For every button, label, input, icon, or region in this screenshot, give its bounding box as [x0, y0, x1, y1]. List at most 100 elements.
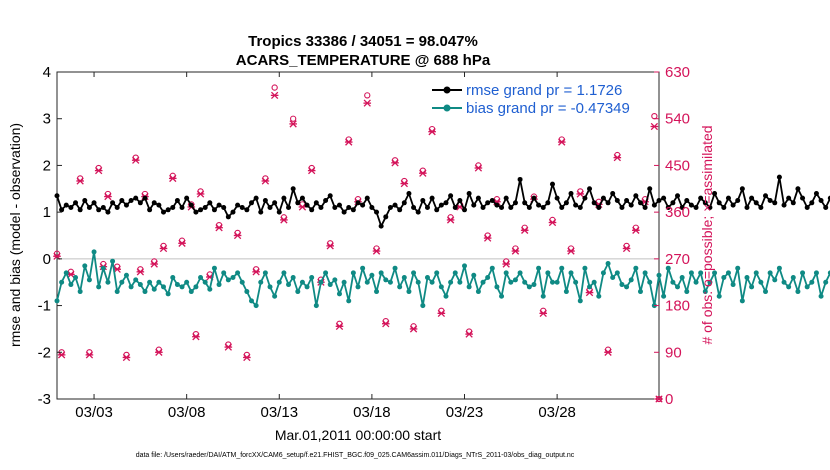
- obs-assimilated-point: [548, 218, 557, 227]
- bias-point: [54, 298, 60, 304]
- bias-point: [698, 270, 704, 276]
- rmse-point: [628, 202, 634, 208]
- obs-assimilated-point: [76, 177, 84, 185]
- obs-assimilated-point: [168, 174, 177, 183]
- rmse-point: [485, 200, 491, 206]
- bias-point: [346, 298, 352, 304]
- rmse-point: [600, 195, 606, 201]
- rmse-point: [494, 202, 500, 208]
- bias-point: [96, 284, 102, 290]
- y-left-tick-label: 0: [43, 251, 51, 268]
- rmse-point: [86, 204, 92, 210]
- y-right-tick-label: 540: [665, 111, 690, 128]
- rmse-point: [105, 209, 111, 215]
- rmse-point: [605, 200, 611, 206]
- bias-point: [605, 261, 611, 267]
- bias-point: [823, 279, 829, 285]
- rmse-point: [304, 202, 310, 208]
- obs-assimilated-point: [613, 153, 622, 162]
- bias-point: [665, 265, 671, 271]
- rmse-point: [651, 202, 657, 208]
- bias-point: [452, 270, 458, 276]
- rmse-point: [684, 197, 690, 203]
- rmse-point: [77, 207, 83, 213]
- obs-assimilated-point: [196, 190, 205, 198]
- bias-point: [147, 279, 153, 285]
- rmse-point: [545, 200, 551, 206]
- bias-point: [540, 293, 546, 299]
- bias-point: [161, 284, 167, 290]
- rmse-point: [147, 207, 153, 213]
- rmse-point: [744, 204, 750, 210]
- rmse-point: [100, 204, 106, 210]
- bias-point: [327, 282, 333, 288]
- bias-point: [642, 270, 648, 276]
- rmse-point: [179, 204, 185, 210]
- rmse-point: [438, 202, 444, 208]
- data-file-footer: data file: /Users/raeder/DAI/ATM_forcXX/…: [136, 452, 575, 459]
- bias-point: [170, 275, 176, 281]
- bias-point: [128, 284, 134, 290]
- bias-point: [188, 289, 194, 295]
- bias-point: [156, 279, 162, 285]
- y-axis-right-ticks: 0 90 180 270 360 450 540 630: [654, 64, 690, 408]
- bias-point: [763, 289, 769, 295]
- bias-point: [809, 279, 815, 285]
- obs-assimilated-point: [104, 192, 112, 201]
- rmse-point: [350, 207, 356, 213]
- bias-point: [198, 275, 204, 281]
- bias-point: [790, 275, 796, 281]
- obs-assimilated-point: [289, 120, 297, 128]
- obs-assimilated-point: [131, 156, 140, 164]
- rmse-point: [499, 204, 505, 210]
- rmse-point: [156, 202, 162, 208]
- rmse-point: [253, 195, 259, 201]
- rmse-point: [364, 195, 370, 201]
- rmse-point: [383, 214, 389, 220]
- y-right-tick-label: 360: [665, 204, 690, 221]
- obs-assimilated-point: [465, 330, 473, 338]
- bias-point: [443, 293, 449, 299]
- bias-point: [712, 270, 718, 276]
- bias-point: [508, 279, 514, 285]
- bias-point: [429, 279, 435, 285]
- rmse-point: [286, 204, 292, 210]
- bias-point: [364, 279, 370, 285]
- bias-point: [772, 277, 778, 283]
- rmse-point: [827, 195, 830, 201]
- bias-point: [795, 289, 801, 295]
- rmse-point: [573, 202, 579, 208]
- rmse-point: [786, 195, 792, 201]
- rmse-point: [355, 200, 361, 206]
- rmse-point: [318, 204, 324, 210]
- rmse-point: [262, 197, 268, 203]
- bias-point: [471, 272, 477, 278]
- bias-point: [221, 270, 227, 276]
- rmse-point: [327, 193, 333, 199]
- bias-point: [563, 289, 569, 295]
- obs-assimilated-point: [215, 224, 223, 232]
- rmse-point: [758, 204, 764, 210]
- bias-point: [577, 298, 583, 304]
- rmse-point: [503, 195, 509, 201]
- rmse-point: [800, 195, 806, 201]
- bias-point: [549, 279, 555, 285]
- rmse-point: [341, 209, 347, 215]
- bias-point: [193, 284, 199, 290]
- bias-point: [253, 303, 259, 309]
- rmse-point: [137, 200, 143, 206]
- rmse-point: [397, 207, 403, 213]
- y-left-tick-label: -3: [38, 391, 51, 408]
- rmse-point: [244, 207, 250, 213]
- bias-point: [600, 270, 606, 276]
- x-tick-label: 03/23: [446, 404, 484, 421]
- bias-point: [475, 289, 481, 295]
- rmse-point: [795, 186, 801, 192]
- y-left-tick-label: 1: [43, 204, 51, 221]
- rmse-point: [647, 186, 653, 192]
- bias-point: [174, 282, 180, 288]
- bias-point: [397, 284, 403, 290]
- bias-point: [693, 279, 699, 285]
- rmse-point: [804, 204, 810, 210]
- rmse-point: [633, 193, 639, 199]
